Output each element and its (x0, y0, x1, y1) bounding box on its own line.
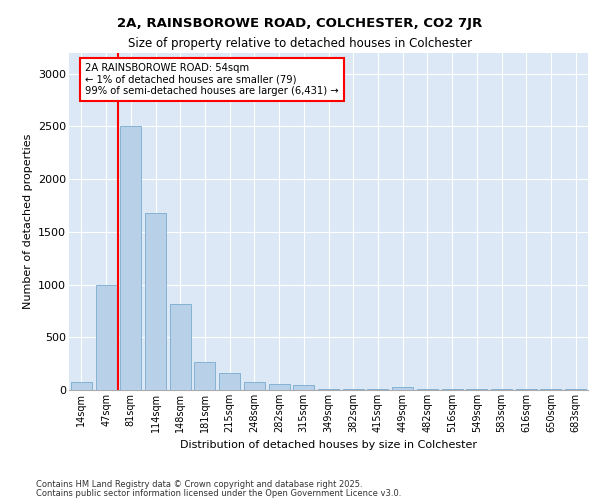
Bar (71, 382, 92, 390)
Text: Contains HM Land Registry data © Crown copyright and database right 2025.: Contains HM Land Registry data © Crown c… (36, 480, 362, 489)
Bar (145, 213, 166, 390)
X-axis label: Distribution of detached houses by size in Colchester: Distribution of detached houses by size … (180, 440, 477, 450)
Bar (120, 126, 141, 390)
Bar (95, 284, 116, 390)
Bar (219, 373, 240, 390)
Bar (293, 384, 314, 390)
Text: 2A RAINSBOROWE ROAD: 54sqm
← 1% of detached houses are smaller (79)
99% of semi-: 2A RAINSBOROWE ROAD: 54sqm ← 1% of detac… (85, 63, 338, 96)
Text: Contains public sector information licensed under the Open Government Licence v3: Contains public sector information licen… (36, 488, 401, 498)
Text: 2A, RAINSBOROWE ROAD, COLCHESTER, CO2 7JR: 2A, RAINSBOROWE ROAD, COLCHESTER, CO2 7J… (118, 18, 482, 30)
Y-axis label: Number of detached properties: Number of detached properties (23, 134, 32, 309)
Bar (392, 387, 413, 390)
Bar (170, 304, 191, 390)
Bar (269, 384, 290, 390)
Text: Size of property relative to detached houses in Colchester: Size of property relative to detached ho… (128, 38, 472, 51)
Bar (318, 389, 339, 390)
Bar (244, 382, 265, 390)
Bar (194, 362, 215, 390)
